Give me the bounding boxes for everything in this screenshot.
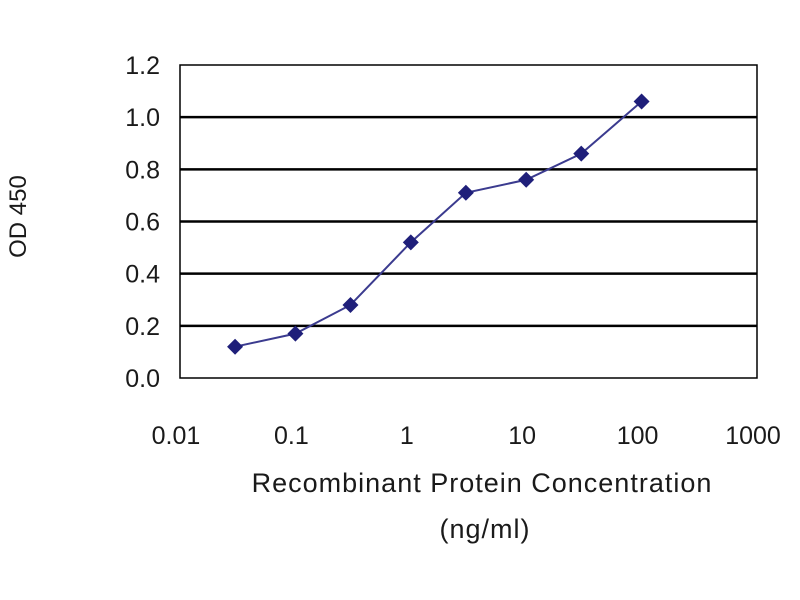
y-tick-label: 0.8	[125, 156, 160, 184]
x-tick-label: 1000	[725, 422, 781, 450]
y-tick-label: 0.4	[125, 261, 160, 289]
x-axis-unit-label: (ng/ml)	[439, 514, 530, 544]
data-point	[402, 234, 419, 251]
data-point	[342, 296, 359, 313]
y-tick-label: 0.0	[125, 365, 160, 393]
y-tick-label: 0.6	[125, 209, 160, 237]
y-axis-label: OD 450	[5, 175, 32, 258]
grid-lines	[180, 115, 757, 328]
data-point	[287, 325, 304, 342]
x-tick-label: 100	[617, 422, 659, 450]
x-axis-label: Recombinant Protein Concentration	[252, 468, 713, 498]
x-tick-label: 0.1	[274, 422, 309, 450]
y-tick-label: 1.2	[125, 52, 160, 80]
x-tick-labels: 0.01 0.1 1 10 100 1000	[152, 422, 781, 450]
data-point	[457, 184, 474, 201]
y-tick-labels: 0.0 0.2 0.4 0.6 0.8 1.0 1.2	[125, 52, 160, 393]
data-point	[227, 338, 244, 355]
data-point	[573, 145, 590, 162]
series-layer	[227, 93, 650, 355]
data-point	[518, 171, 535, 188]
x-tick-label: 1	[400, 422, 414, 450]
series-line	[234, 100, 643, 348]
x-tick-label: 0.01	[152, 422, 201, 450]
x-tick-label: 10	[508, 422, 536, 450]
y-tick-label: 1.0	[125, 104, 160, 132]
y-tick-label: 0.2	[125, 313, 160, 341]
plot-frame	[179, 64, 758, 379]
data-point	[633, 93, 650, 110]
